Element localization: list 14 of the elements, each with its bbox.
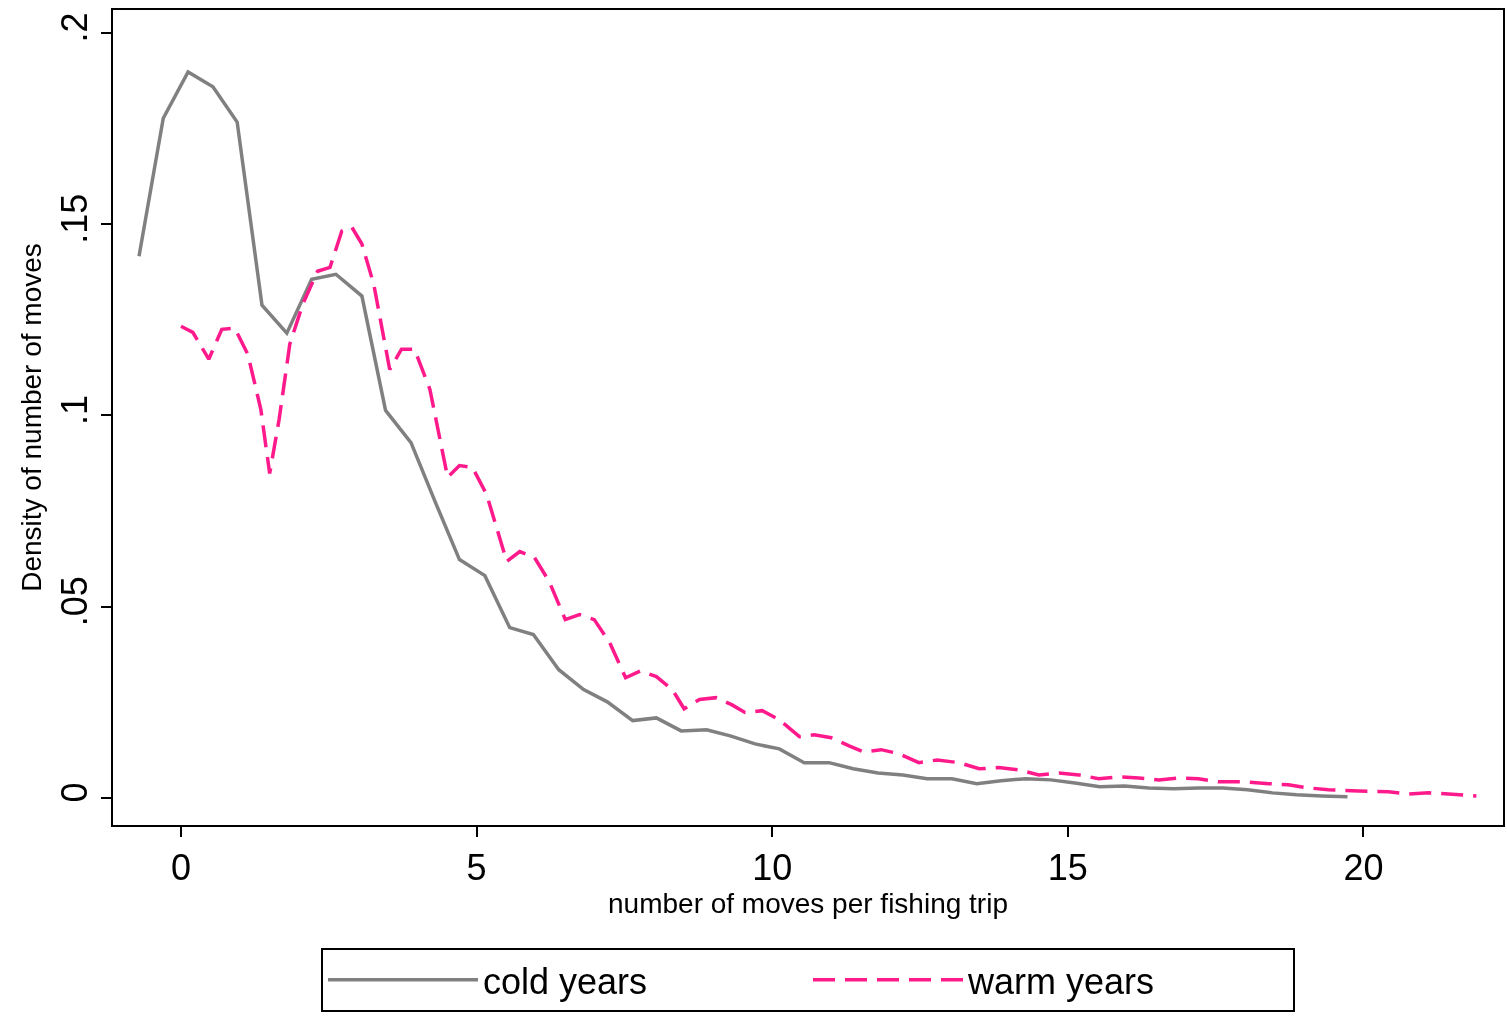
y-axis-title: Density of number of moves bbox=[15, 243, 47, 592]
x-tick-label: 10 bbox=[752, 847, 793, 889]
x-tick-label: 20 bbox=[1343, 847, 1384, 889]
y-tick-label: .05 bbox=[53, 576, 95, 627]
x-axis-title: number of moves per fishing trip bbox=[608, 888, 1008, 920]
legend-label: cold years bbox=[483, 960, 648, 1002]
y-tick-label: 0 bbox=[53, 782, 95, 803]
x-tick-label: 5 bbox=[466, 847, 487, 889]
y-tick-label: .15 bbox=[53, 193, 95, 244]
y-tick-label: .1 bbox=[53, 394, 95, 426]
legend-label: warm years bbox=[967, 960, 1155, 1002]
x-tick-label: 15 bbox=[1047, 847, 1088, 889]
x-tick-label: 0 bbox=[170, 847, 192, 889]
y-tick-label: .2 bbox=[53, 12, 95, 43]
